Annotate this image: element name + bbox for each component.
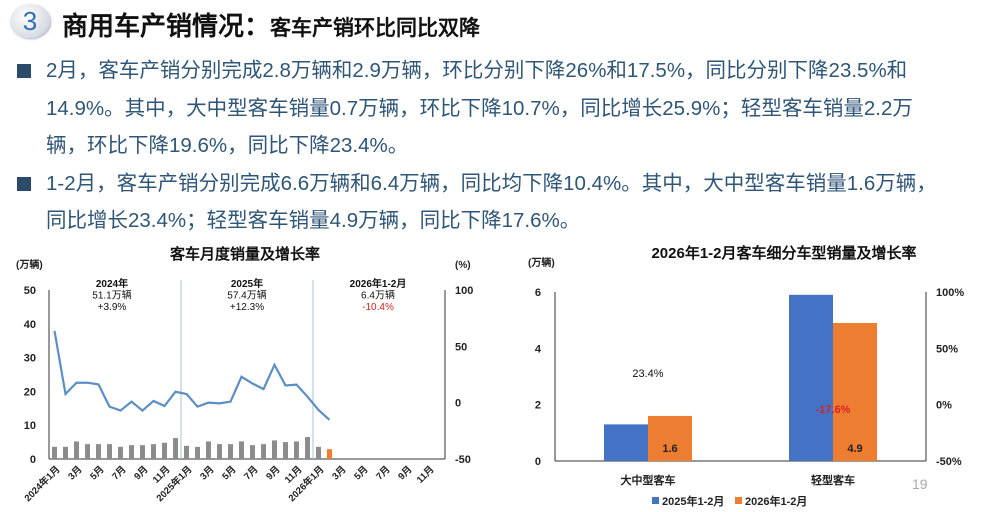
bullet-list: 2月，客车产销分别完成2.8万辆和2.9万辆，环比分别下降26%和17.5%，同… xyxy=(0,52,986,240)
bar-monthly-sales xyxy=(52,446,57,459)
bar-2026 xyxy=(648,415,692,461)
growth-rate-label: -17.6% xyxy=(816,404,851,416)
period-annotation: 57.4万辆 xyxy=(227,289,266,302)
left-tick-label: 0 xyxy=(30,454,36,466)
category-label: 大中型客车 xyxy=(621,473,676,487)
period-annotation: +12.3% xyxy=(230,302,264,313)
chart-title: 客车月度销量及增长率 xyxy=(169,245,320,263)
legend-label: 2026年1-2月 xyxy=(745,494,807,508)
bar-2026 xyxy=(833,322,877,461)
bar-monthly-sales xyxy=(118,446,123,459)
bullet-line: 2月，客车产销分别完成2.8万辆和2.9万辆，环比分别下降26%和17.5%，同… xyxy=(46,59,908,82)
period-annotation: 6.4万辆 xyxy=(361,289,395,302)
left-tick-label: 0 xyxy=(535,456,541,468)
bar-monthly-sales xyxy=(206,441,211,459)
bar-monthly-sales xyxy=(239,441,244,459)
period-annotation: 2025年 xyxy=(231,277,263,290)
section-number-badge: 3 xyxy=(10,4,50,38)
left-tick-label: 40 xyxy=(24,319,36,331)
growth-rate-label: 23.4% xyxy=(632,368,663,380)
bar-monthly-sales xyxy=(305,437,310,459)
left-axis-unit: (万辆) xyxy=(16,258,43,271)
right-tick-label: -50 xyxy=(455,454,471,466)
right-tick-label: 50 xyxy=(455,341,467,353)
bullet-line: 1-2月，客车产销分别完成6.6万辆和6.4万辆，同比均下降10.4%。其中，大… xyxy=(46,171,937,195)
bar-monthly-sales xyxy=(184,445,189,459)
bar-2025 xyxy=(789,294,833,461)
right-tick-label: 0 xyxy=(455,398,461,410)
category-label: 轻型客车 xyxy=(811,473,855,487)
left-tick-label: 6 xyxy=(535,287,541,299)
period-annotation: +3.9% xyxy=(98,302,127,313)
right-tick-label: 50% xyxy=(936,343,958,355)
bar-monthly-sales xyxy=(316,446,321,459)
bar-monthly-sales xyxy=(107,444,112,459)
bar-monthly-sales xyxy=(129,445,134,459)
bar-monthly-sales xyxy=(272,440,277,459)
page-title: 商用车产销情况：客车产销环比同比双降 xyxy=(62,6,480,43)
bullet-line: 辆，环比下降19.6%，同比下降23.4%。 xyxy=(46,134,409,158)
bar-monthly-sales xyxy=(151,444,156,459)
bar-monthly-sales xyxy=(162,442,167,459)
legend-swatch xyxy=(735,497,742,504)
bullet-square-icon xyxy=(17,64,31,78)
right-tick-label: -50% xyxy=(936,456,962,468)
bar-monthly-sales xyxy=(250,445,255,459)
left-tick-label: 10 xyxy=(24,420,36,432)
bullet-item-jan-feb: 1-2月，客车产销分别完成6.6万辆和6.4万辆，同比均下降10.4%。其中，大… xyxy=(0,165,986,240)
bullet-line: 同比增长23.4%；轻型客车销量4.9万辆，同比下降17.6%。 xyxy=(46,209,581,233)
bar-monthly-sales xyxy=(294,441,299,459)
right-axis-unit: (%) xyxy=(455,260,471,271)
bar-value-label: 1.6 xyxy=(662,443,677,455)
bar-monthly-sales xyxy=(327,449,332,459)
legend-label: 2025年1-2月 xyxy=(662,494,724,508)
right-tick-label: 100% xyxy=(936,287,964,299)
period-annotation: 2026年1-2月 xyxy=(350,277,407,290)
bullet-item-february: 2月，客车产销分别完成2.8万辆和2.9万辆，环比分别下降26%和17.5%，同… xyxy=(0,52,986,165)
bar-monthly-sales xyxy=(261,444,266,459)
bar-value-label: 4.9 xyxy=(847,443,862,455)
left-axis-unit: (万辆) xyxy=(528,256,555,269)
bar-monthly-sales xyxy=(96,444,101,459)
legend-swatch xyxy=(652,497,659,504)
bar-monthly-sales xyxy=(195,446,200,459)
bar-monthly-sales xyxy=(228,444,233,459)
period-annotation: 2024年 xyxy=(96,277,128,290)
bullet-line: 14.9%。其中，大中型客车销量0.7万辆，环比下降10.7%，同比增长25.9… xyxy=(46,96,913,120)
title-main: 商用车产销情况： xyxy=(62,11,271,41)
bar-monthly-sales xyxy=(140,445,145,459)
left-tick-label: 50 xyxy=(24,285,36,297)
left-tick-label: 20 xyxy=(24,386,36,398)
left-tick-label: 4 xyxy=(535,343,542,355)
period-annotation: 51.1万辆 xyxy=(92,289,131,302)
left-tick-label: 2 xyxy=(535,400,541,412)
bar-monthly-sales xyxy=(283,442,288,459)
chart-title: 2026年1-2月客车细分车型销量及增长率 xyxy=(651,244,916,262)
right-tick-label: 100 xyxy=(455,285,473,297)
period-annotation: -10.4% xyxy=(362,302,394,313)
bar-monthly-sales xyxy=(74,441,79,459)
bar-monthly-sales xyxy=(85,444,90,459)
bar-2025 xyxy=(604,424,648,461)
page-number: 19 xyxy=(912,476,928,492)
bar-monthly-sales xyxy=(173,438,178,459)
bar-monthly-sales xyxy=(217,444,222,459)
left-tick-label: 30 xyxy=(24,353,36,365)
bullet-square-icon xyxy=(17,176,31,191)
growth-rate-line xyxy=(53,330,331,421)
bar-monthly-sales xyxy=(63,446,68,459)
right-tick-label: 0% xyxy=(936,400,952,412)
title-sub: 客车产销环比同比双降 xyxy=(270,17,481,40)
